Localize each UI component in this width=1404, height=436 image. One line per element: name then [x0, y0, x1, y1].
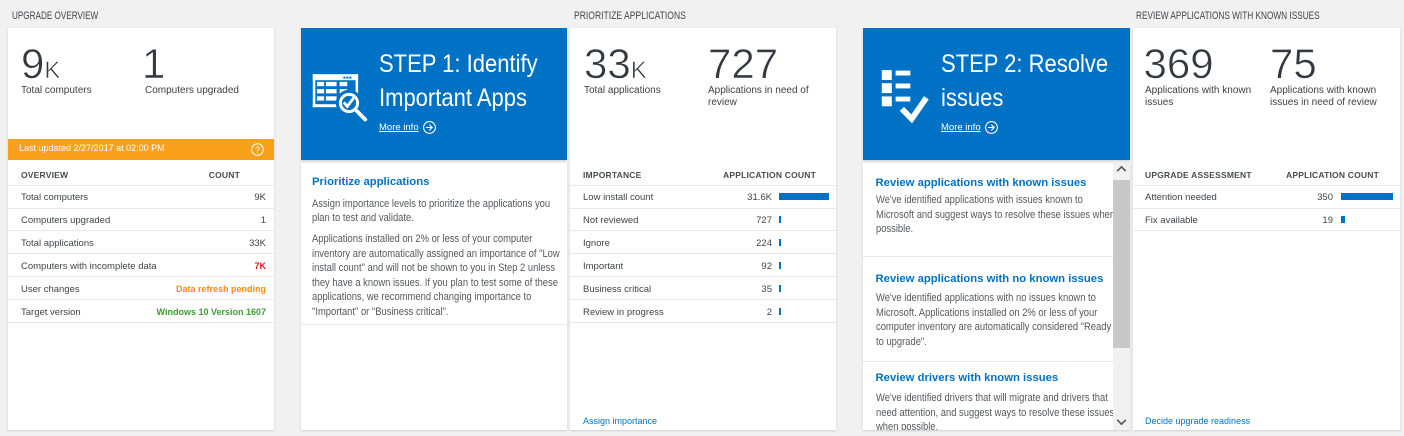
svg-text:?: ? — [255, 145, 260, 155]
